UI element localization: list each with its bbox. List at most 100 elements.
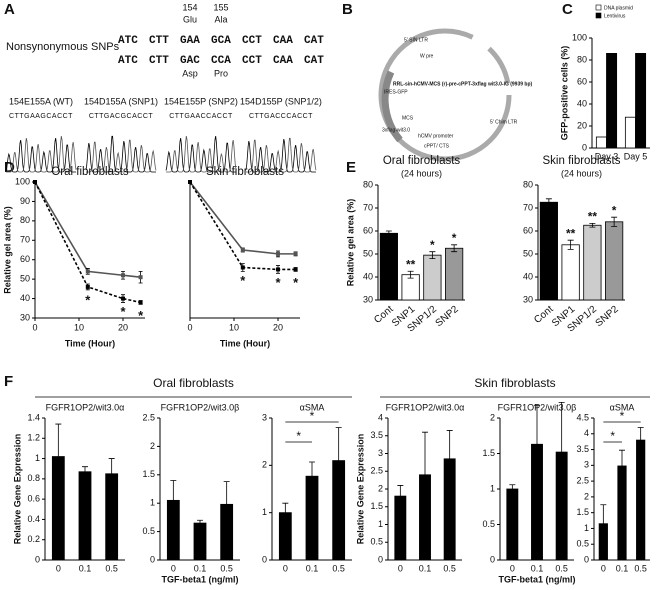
significance: ** xyxy=(566,226,576,240)
y-tick-label: 1.5 xyxy=(142,469,155,479)
y-tick-label: 50 xyxy=(20,274,30,284)
significance: * xyxy=(296,429,301,443)
bar xyxy=(506,488,519,561)
bar xyxy=(561,244,580,301)
y-tick-label: 0.5 xyxy=(370,537,383,547)
x-tick-label: SNP2 xyxy=(594,304,621,329)
panel-label: C xyxy=(562,1,573,18)
plasmid-feature: W pre xyxy=(420,53,434,59)
error-bar xyxy=(545,198,552,207)
y-tick-label: 40 xyxy=(20,293,30,303)
x-tick-label: 20 xyxy=(118,322,128,332)
error-bar xyxy=(170,480,177,521)
y-tick-label: 1.5 xyxy=(370,501,383,511)
snp-heading: Nonsynonymous SNPs xyxy=(6,41,120,53)
y-tick-label: 1.5 xyxy=(576,507,589,517)
chart-title: FGFR1OP2/wit3.0α xyxy=(46,402,125,412)
error-bar xyxy=(223,481,230,528)
y-tick-label: 80 xyxy=(577,54,587,64)
point xyxy=(138,275,143,280)
y-tick-label: 0.5 xyxy=(576,539,589,549)
error-bar xyxy=(567,239,574,250)
y-tick-label: 90 xyxy=(20,196,30,206)
y-tick-label: 3.5 xyxy=(370,430,383,440)
bar xyxy=(624,116,636,149)
legend-swatch xyxy=(595,12,602,19)
x-tick-label: SNP2 xyxy=(434,304,461,329)
trace-sequence: CTTGACGCACCT xyxy=(89,113,154,120)
y-tick-label: 50 xyxy=(363,248,373,258)
y-tick-label: 1 xyxy=(584,523,589,533)
bar xyxy=(78,471,92,561)
y-tick-label: 70 xyxy=(20,235,30,245)
y-tick-label: 80 xyxy=(20,215,30,225)
y-tick-label: 0.6 xyxy=(27,494,40,504)
trace-sequence: CTTGAACCACCT xyxy=(169,113,233,120)
significance: ** xyxy=(406,257,416,271)
chart-title: αSMA xyxy=(610,402,635,412)
point xyxy=(240,265,245,270)
y-tick-label: 0 xyxy=(35,554,40,564)
x-axis-label: TGF-beta1 (ng/ml) xyxy=(499,574,576,584)
y-axis-label: Relative Gene Expression xyxy=(12,434,22,545)
significance: * xyxy=(610,429,615,443)
x-tick-label: 0 xyxy=(510,563,515,573)
bar xyxy=(423,254,442,301)
bar xyxy=(606,53,618,149)
point xyxy=(293,267,298,272)
error-bar xyxy=(309,461,315,491)
error-bar xyxy=(82,466,88,478)
panel-label: F xyxy=(4,373,13,390)
error-bar xyxy=(619,449,625,483)
y-axis-label: Relative gel area (%) xyxy=(2,206,12,294)
point xyxy=(138,300,143,305)
group-title: Skin fibroblasts xyxy=(474,376,555,390)
series-line xyxy=(34,181,141,304)
x-tick-label: 0.1 xyxy=(79,563,92,573)
legend-swatch xyxy=(595,4,602,11)
legend-label: DNA plasmid xyxy=(604,5,633,11)
trace-sequence: CTTGAAGCACCT xyxy=(9,113,73,120)
x-tick-label: 0.1 xyxy=(419,563,432,573)
y-tick-label: 40 xyxy=(577,98,587,108)
point xyxy=(85,284,90,289)
x-tick-label: 0.1 xyxy=(616,563,629,573)
variant-residue: Asp xyxy=(182,68,198,78)
bar xyxy=(635,53,647,149)
x-tick-label: 0.1 xyxy=(531,563,544,573)
point xyxy=(240,248,245,252)
x-tick-label: 0.1 xyxy=(306,563,319,573)
y-tick-label: 60 xyxy=(20,254,30,264)
variant-residue: Pro xyxy=(214,68,228,78)
y-tick-label: 1 xyxy=(378,519,383,529)
bar xyxy=(595,136,607,149)
y-tick-label: 0 xyxy=(490,554,495,564)
y-tick-label: 60 xyxy=(523,225,533,235)
bar xyxy=(583,224,602,301)
codon: CAA xyxy=(273,55,293,67)
x-axis-label: TGF-beta1 (ng/ml) xyxy=(162,574,239,584)
point xyxy=(293,251,298,256)
significance: * xyxy=(240,273,246,288)
chromatogram-trace xyxy=(86,139,157,173)
trace-sequence: CTTGACCCACCT xyxy=(249,113,313,120)
y-tick-label: 2 xyxy=(150,441,155,451)
x-tick-label: 0.5 xyxy=(555,563,568,573)
y-tick-label: 1 xyxy=(490,483,495,493)
wild-type-residue: Ala xyxy=(214,14,227,24)
x-tick-label: 0 xyxy=(283,563,288,573)
y-tick-label: 100 xyxy=(572,32,587,42)
y-tick-label: 0 xyxy=(262,554,267,564)
significance: * xyxy=(612,203,617,217)
chart-title: FGFR1OP2/wit3.0β xyxy=(161,402,240,412)
panel-label: D xyxy=(4,159,15,176)
x-tick-label: 0 xyxy=(32,322,37,332)
codon: GAC xyxy=(180,55,200,67)
residue-position: 155 xyxy=(213,2,228,12)
plasmid-feature: 5' SIN LTR xyxy=(404,37,428,43)
y-tick-label: 1 xyxy=(35,453,40,463)
chart-title: Skin fibroblasts xyxy=(543,155,621,167)
y-tick-label: 1.2 xyxy=(27,433,40,443)
